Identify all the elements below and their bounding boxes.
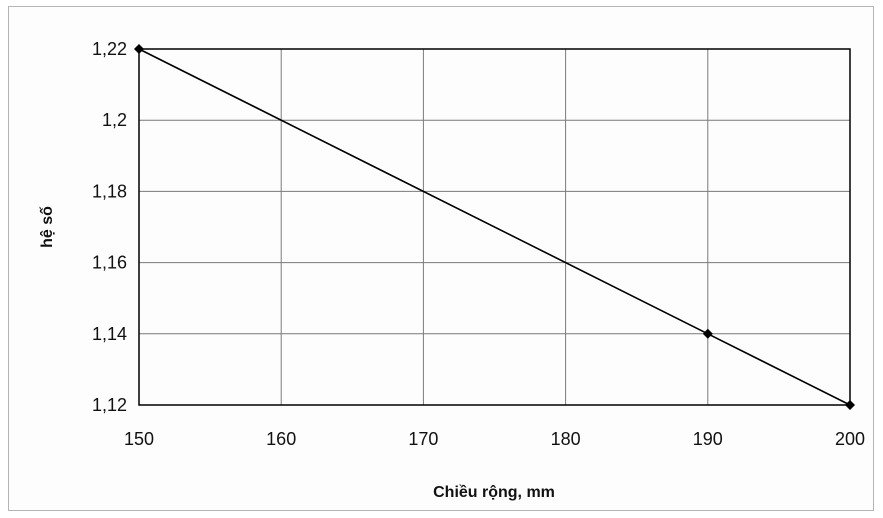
- x-axis-title: Chiều rộng, mm: [433, 484, 555, 501]
- y-tick-label: 1,2: [102, 110, 127, 130]
- data-point-marker: [702, 328, 713, 339]
- x-tick-label: 150: [124, 429, 154, 449]
- y-axis-title: hệ số: [39, 206, 56, 248]
- series-line: [138, 48, 851, 406]
- x-tick-label: 170: [408, 429, 438, 449]
- x-tick-labels: 150 160 170 180 190 200: [124, 429, 865, 449]
- data-point-marker: [134, 44, 144, 54]
- x-tick-label: 190: [693, 429, 723, 449]
- y-tick-label: 1,14: [92, 324, 127, 344]
- y-tick-label: 1,12: [92, 395, 127, 415]
- plot-area: [138, 48, 851, 406]
- x-tick-label: 160: [266, 429, 296, 449]
- y-tick-labels: 1,12 1,14 1,16 1,18 1,2 1,22: [92, 39, 127, 415]
- data-point-marker: [845, 400, 855, 410]
- x-tick-label: 200: [835, 429, 865, 449]
- y-tick-label: 1,16: [92, 253, 127, 273]
- y-tick-label: 1,18: [92, 181, 127, 201]
- y-tick-label: 1,22: [92, 39, 127, 59]
- chart-frame: [8, 6, 874, 511]
- x-tick-label: 180: [551, 429, 581, 449]
- series-layer: [134, 44, 855, 410]
